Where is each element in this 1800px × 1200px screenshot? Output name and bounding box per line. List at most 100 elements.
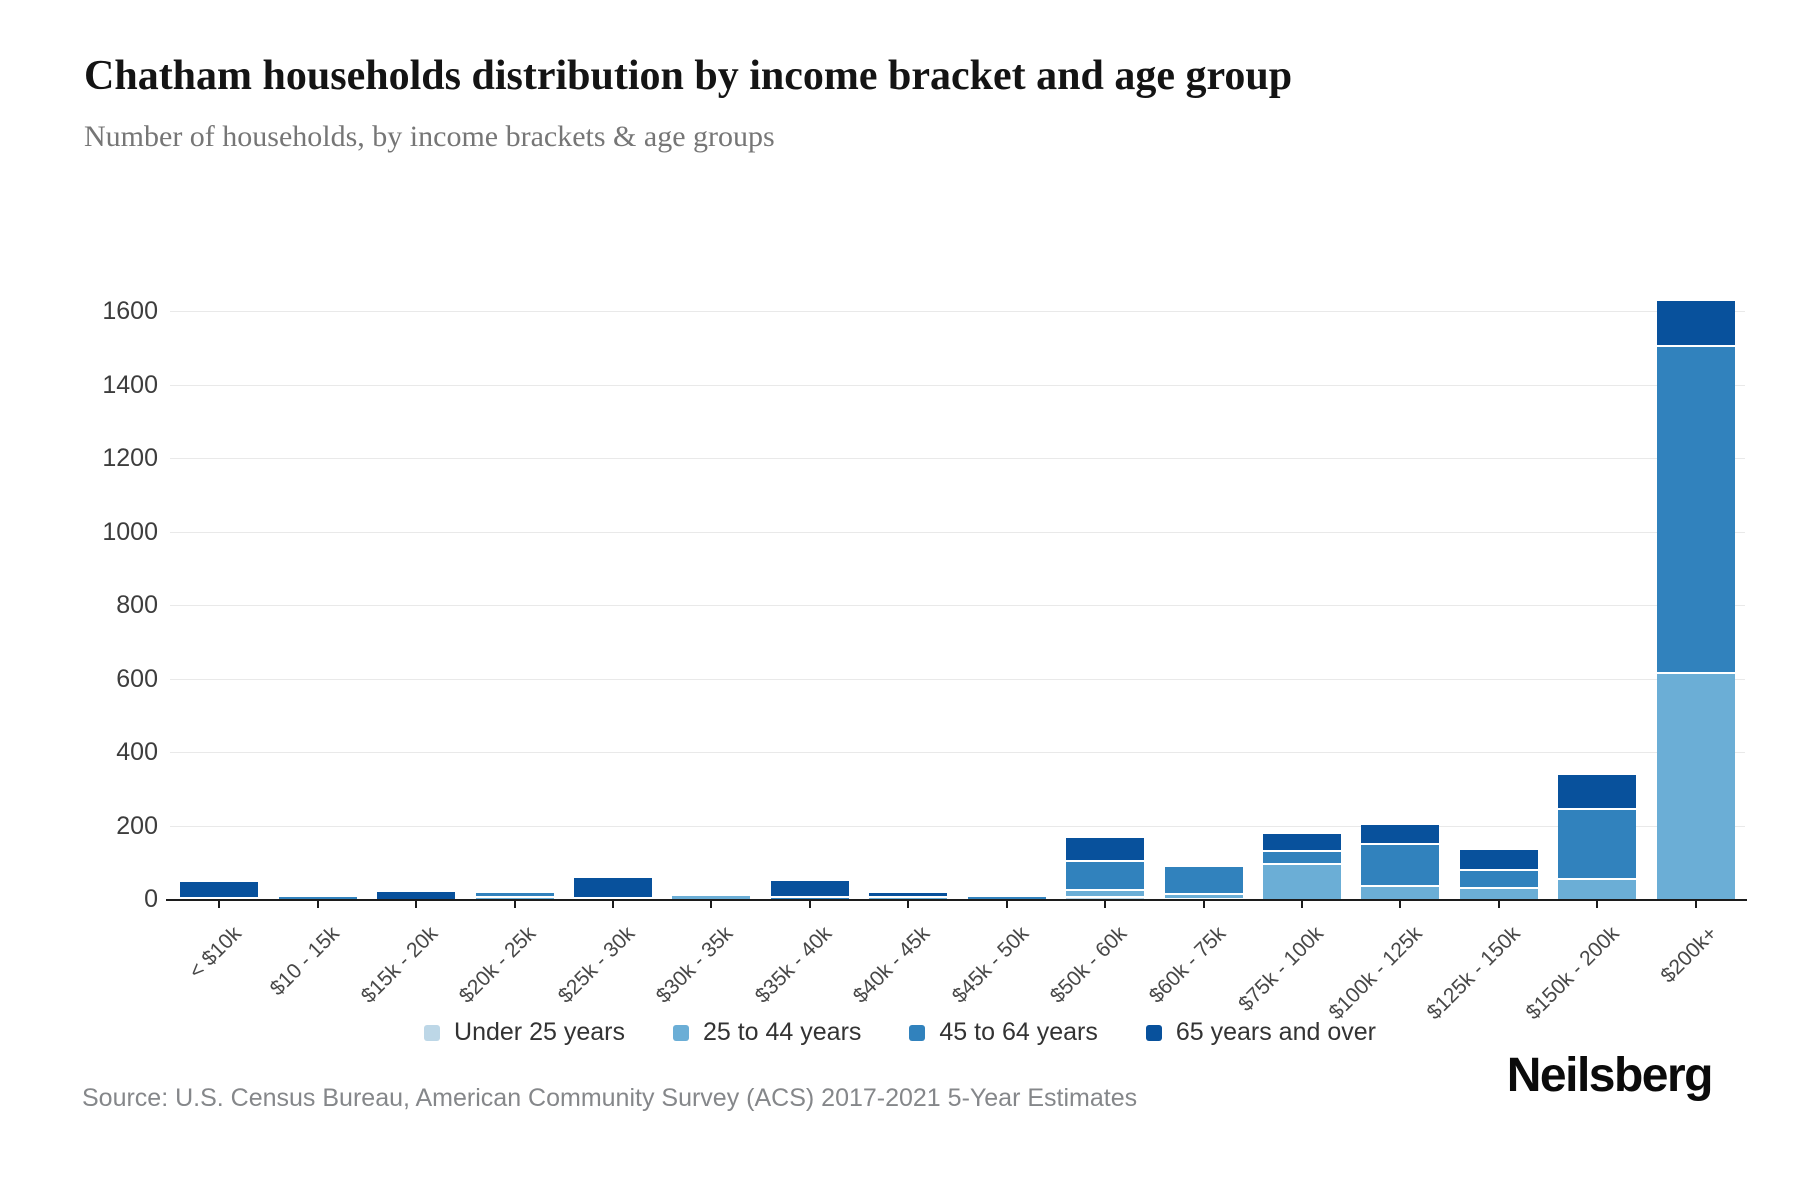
legend-label: 25 to 44 years [702,1018,862,1046]
bar-segment-25 to 44 years[interactable] [1164,892,1243,899]
bar-segment-65 years and over[interactable] [1656,300,1735,346]
brand-logo: Neilsberg [1506,1049,1714,1102]
x-axis-label-$50k - 60k: $50k - 60k [1045,922,1132,1008]
bar-segment-45 to 64 years[interactable] [1459,868,1538,888]
bar-segment-25 to 44 years[interactable] [573,897,652,900]
x-axis-label-$100k - 125k: $100k - 125k [1324,922,1427,1025]
bar-segment-45 to 64 years[interactable] [278,897,357,900]
x-axis-label-$125k - 150k: $125k - 150k [1423,922,1526,1025]
gridline-1200 [170,458,1745,459]
x-axis-label-$25k - 30k: $25k - 30k [553,922,640,1008]
x-axis-label-$30k - 35k: $30k - 35k [652,922,738,1008]
bar-segment-65 years and over[interactable] [1263,833,1342,851]
x-axis-tick [1399,900,1402,908]
bar-$75k - 100k[interactable] [1263,833,1342,900]
bar-segment-65 years and over[interactable] [1066,837,1145,860]
bar-$200k+[interactable] [1656,300,1735,900]
bar-$25k - 30k[interactable] [573,877,652,900]
bar-$20k - 25k[interactable] [475,892,554,900]
x-axis-label-$35k - 40k: $35k - 40k [750,922,837,1008]
bar-segment-45 to 64 years[interactable] [967,897,1046,900]
bar-$150k - 200k[interactable] [1558,775,1637,900]
bar-$45k - 50k[interactable] [967,897,1046,900]
legend-item-Under 25 years[interactable]: Under 25 years [424,1018,625,1047]
y-axis-label-200: 200 [116,811,158,840]
bar-segment-45 to 64 years[interactable] [1558,808,1637,878]
y-axis-label-600: 600 [116,664,158,693]
gridline-1600 [170,311,1745,312]
legend-swatch [1145,1024,1162,1041]
bar-segment-45 to 64 years[interactable] [1656,345,1735,673]
bar-segment-25 to 44 years[interactable] [1263,863,1342,900]
bar-$35k - 40k[interactable] [770,880,849,901]
x-axis-tick [1596,900,1599,908]
x-axis-label-$75k - 100k: $75k - 100k [1234,922,1329,1016]
bar-segment-65 years and over[interactable] [1558,775,1637,809]
bar-segment-25 to 44 years[interactable] [869,896,948,900]
x-axis-tick [513,900,516,908]
bar-segment-65 years and over[interactable] [377,891,456,900]
x-axis-label-$10 - 15k: $10 - 15k [265,922,344,1001]
legend-swatch [424,1024,441,1041]
x-axis-tick [415,900,418,908]
bar-segment-65 years and over[interactable] [573,877,652,898]
bar-segment-25 to 44 years[interactable] [180,897,259,900]
x-axis-label-$40k - 45k: $40k - 45k [848,922,935,1008]
bar-segment-65 years and over[interactable] [1459,850,1538,869]
bar-$40k - 45k[interactable] [869,892,948,900]
legend-label: 45 to 64 years [939,1018,1098,1046]
bar-segment-25 to 44 years[interactable] [1656,672,1735,900]
x-axis-tick [907,900,910,908]
y-axis-label-800: 800 [116,591,158,619]
bar-$15k - 20k[interactable] [377,891,456,900]
bar-segment-25 to 44 years[interactable] [475,895,554,900]
legend-label: 65 years and over [1175,1018,1376,1046]
x-axis-tick [1694,900,1697,908]
gridline-800 [170,605,1745,606]
bar-segment-25 to 44 years[interactable] [672,896,751,900]
legend-item-45 to 64 years[interactable]: 45 to 64 years [909,1018,1098,1047]
bar-segment-65 years and over[interactable] [869,892,948,897]
bar-$30k - 35k[interactable] [672,896,751,900]
legend-item-25 to 44 years[interactable]: 25 to 44 years [672,1018,862,1047]
x-axis-tick [1005,900,1008,908]
bar-$60k - 75k[interactable] [1164,866,1243,901]
bar-segment-25 to 44 years[interactable] [1459,887,1538,900]
x-axis-label-$15k - 20k: $15k - 20k [356,922,443,1008]
x-axis-tick [1301,900,1304,908]
y-axis-label-0: 0 [144,885,158,913]
bar-$10 - 15k[interactable] [278,897,357,900]
y-axis-label-1200: 1200 [102,444,158,472]
x-axis-tick [316,900,319,908]
x-axis-tick [611,900,614,908]
bar-< $10k[interactable] [180,881,259,900]
bar-$100k - 125k[interactable] [1361,824,1440,900]
gridline-1400 [170,384,1745,386]
x-axis-tick [218,900,221,908]
bar-segment-65 years and over[interactable] [1361,824,1440,844]
bar-segment-45 to 64 years[interactable] [1361,843,1440,886]
bar-segment-45 to 64 years[interactable] [770,895,849,899]
bar-segment-25 to 44 years[interactable] [1361,885,1440,900]
x-axis-label-< $10k: < $10k [184,922,246,984]
bar-$50k - 60k[interactable] [1066,837,1145,900]
x-axis-label-$150k - 200k: $150k - 200k [1521,922,1624,1025]
x-axis-label-$20k - 25k: $20k - 25k [455,922,541,1008]
bar-segment-45 to 64 years[interactable] [1066,859,1145,889]
x-axis-tick [710,900,713,908]
bar-segment-45 to 64 years[interactable] [1263,850,1342,864]
bar-segment-65 years and over[interactable] [180,881,259,898]
bar-$125k - 150k[interactable] [1459,850,1538,900]
legend-item-65 years and over[interactable]: 65 years and over [1145,1018,1376,1047]
x-axis-tick [1104,900,1107,908]
gridline-200 [170,825,1745,827]
bar-segment-Under 25 years[interactable] [1066,896,1145,900]
y-axis-label-1400: 1400 [102,370,158,399]
bar-segment-65 years and over[interactable] [770,880,849,896]
bar-segment-45 to 64 years[interactable] [1164,866,1243,893]
bar-segment-25 to 44 years[interactable] [1066,888,1145,897]
bar-segment-45 to 64 years[interactable] [475,892,554,896]
gridline-400 [170,752,1745,753]
bar-segment-25 to 44 years[interactable] [1558,877,1637,900]
legend-swatch [672,1024,689,1041]
